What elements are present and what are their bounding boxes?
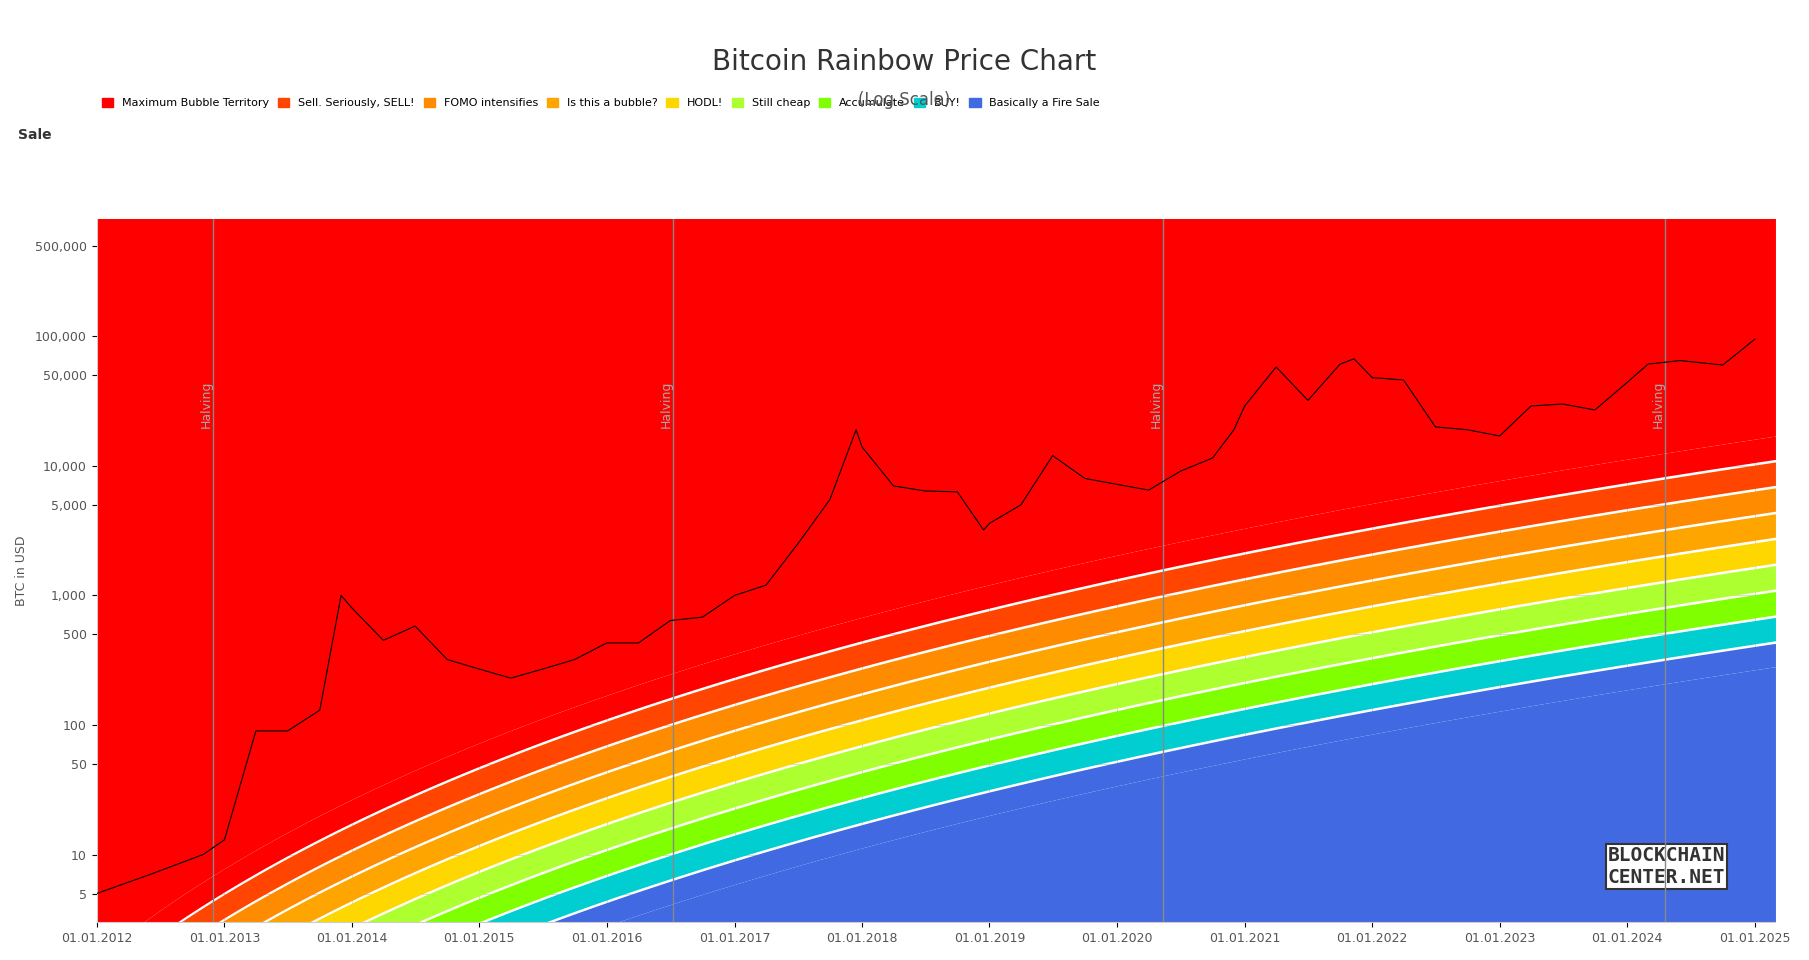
- Text: Halving: Halving: [199, 380, 213, 428]
- Text: Sale: Sale: [18, 129, 52, 142]
- Text: Halving: Halving: [1652, 380, 1664, 428]
- Y-axis label: BTC in USD: BTC in USD: [14, 536, 27, 606]
- Text: Halving: Halving: [1151, 380, 1163, 428]
- Text: BLOCKCHAIN
CENTER.NET: BLOCKCHAIN CENTER.NET: [1608, 846, 1726, 887]
- Text: Bitcoin Rainbow Price Chart: Bitcoin Rainbow Price Chart: [713, 48, 1096, 76]
- Text: (Log Scale): (Log Scale): [857, 91, 952, 109]
- Text: Halving: Halving: [660, 380, 673, 428]
- Legend: Maximum Bubble Territory, Sell. Seriously, SELL!, FOMO intensifies, Is this a bu: Maximum Bubble Territory, Sell. Seriousl…: [103, 98, 1100, 108]
